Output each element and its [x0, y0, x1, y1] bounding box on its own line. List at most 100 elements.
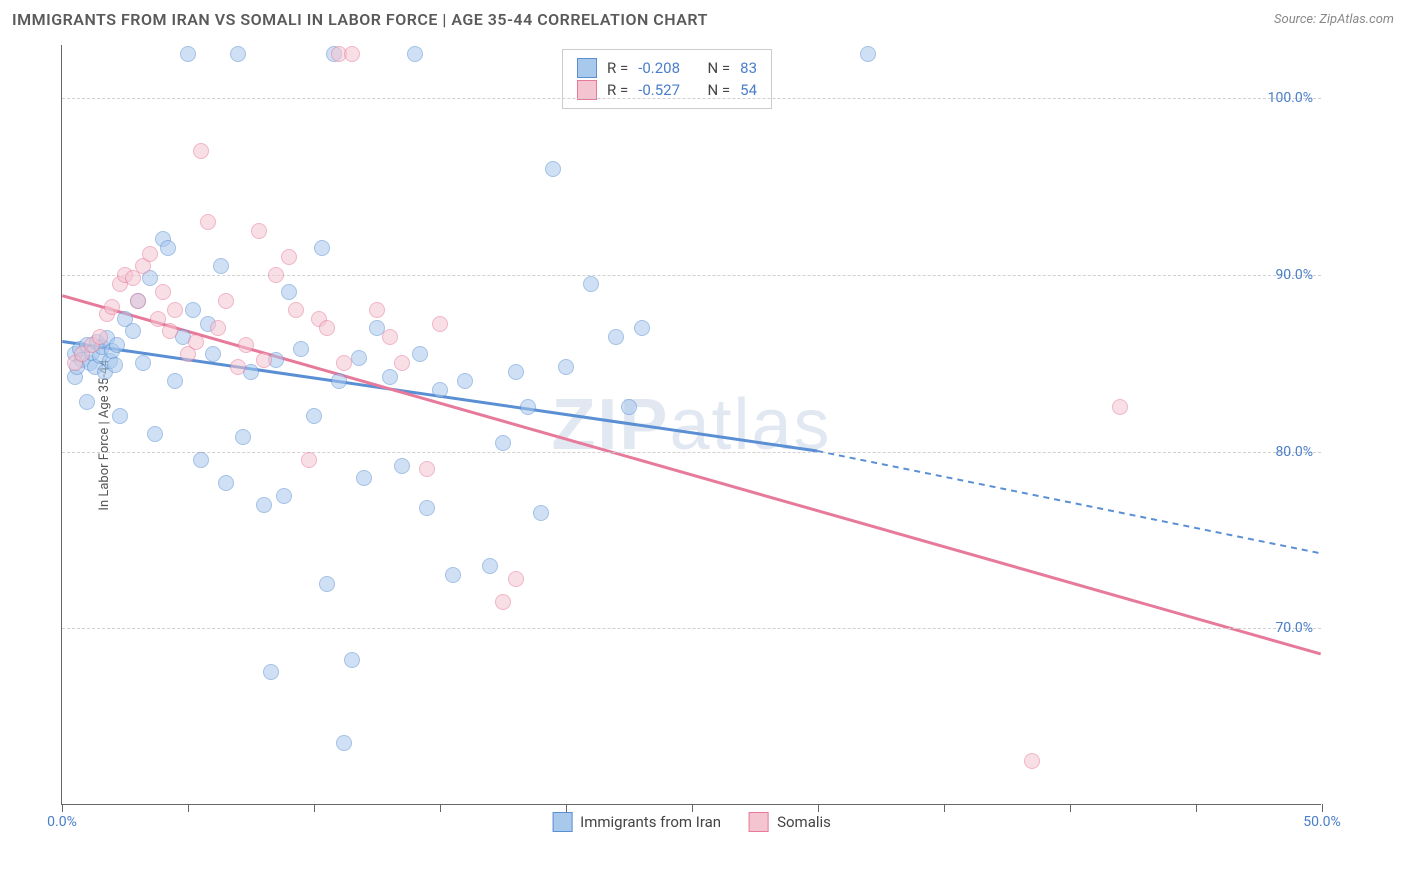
data-point — [336, 735, 352, 751]
n-val-0: 83 — [740, 59, 757, 77]
data-point — [125, 323, 141, 339]
data-point — [412, 346, 428, 362]
data-point — [155, 284, 171, 300]
legend-swatch-somali — [749, 812, 769, 832]
data-point — [457, 373, 473, 389]
data-point — [288, 302, 304, 318]
x-tick — [188, 804, 189, 812]
data-point — [319, 320, 335, 336]
data-point — [583, 276, 599, 292]
data-point — [218, 293, 234, 309]
gridline — [62, 275, 1321, 276]
x-tick — [566, 804, 567, 812]
n-label: N = — [707, 81, 730, 99]
x-tick-label: 50.0% — [1303, 814, 1341, 830]
legend-label-iran: Immigrants from Iran — [580, 813, 721, 831]
data-point — [162, 323, 178, 339]
data-point — [495, 594, 511, 610]
data-point — [344, 46, 360, 62]
swatch-iran — [577, 58, 597, 78]
data-point — [160, 240, 176, 256]
data-point — [104, 299, 120, 315]
data-point — [200, 214, 216, 230]
data-point — [281, 284, 297, 300]
data-point — [419, 500, 435, 516]
data-point — [180, 46, 196, 62]
data-point — [130, 293, 146, 309]
gridline — [62, 452, 1321, 453]
data-point — [109, 337, 125, 353]
data-point — [210, 320, 226, 336]
r-label: R = — [607, 81, 628, 99]
gridline — [62, 98, 1321, 99]
data-point — [394, 458, 410, 474]
data-point — [147, 426, 163, 442]
plot-area: ZIPatlas R = -0.208 N = 83 R = -0.527 N … — [61, 45, 1321, 805]
data-point — [112, 408, 128, 424]
data-point — [445, 567, 461, 583]
legend-label-somali: Somalis — [777, 813, 831, 831]
data-point — [306, 408, 322, 424]
data-point — [508, 364, 524, 380]
data-point — [336, 355, 352, 371]
data-point — [394, 355, 410, 371]
data-point — [369, 302, 385, 318]
stats-row-0: R = -0.208 N = 83 — [577, 58, 757, 78]
trendlines-svg — [62, 45, 1321, 804]
swatch-somali — [577, 80, 597, 100]
data-point — [382, 369, 398, 385]
y-tick-label: 90.0% — [1275, 267, 1313, 283]
data-point — [558, 359, 574, 375]
data-point — [860, 46, 876, 62]
chart-source: Source: ZipAtlas.com — [1274, 12, 1394, 27]
bottom-legend: Immigrants from Iran Somalis — [552, 812, 831, 832]
data-point — [230, 46, 246, 62]
watermark: ZIPatlas — [551, 384, 831, 466]
data-point — [142, 246, 158, 262]
data-point — [238, 337, 254, 353]
x-tick — [1196, 804, 1197, 812]
data-point — [407, 46, 423, 62]
x-tick — [1070, 804, 1071, 812]
x-tick-label: 0.0% — [47, 814, 77, 830]
data-point — [107, 357, 123, 373]
gridline — [62, 628, 1321, 629]
data-point — [495, 435, 511, 451]
data-point — [1024, 753, 1040, 769]
data-point — [432, 316, 448, 332]
x-tick — [692, 804, 693, 812]
stats-row-1: R = -0.527 N = 54 — [577, 80, 757, 100]
data-point — [268, 267, 284, 283]
stats-box: R = -0.208 N = 83 R = -0.527 N = 54 — [562, 49, 772, 109]
data-point — [251, 223, 267, 239]
legend-item-somali: Somalis — [749, 812, 831, 832]
data-point — [520, 399, 536, 415]
chart-title: IMMIGRANTS FROM IRAN VS SOMALI IN LABOR … — [12, 10, 708, 29]
data-point — [314, 240, 330, 256]
data-point — [185, 302, 201, 318]
data-point — [235, 429, 251, 445]
x-tick — [818, 804, 819, 812]
data-point — [79, 394, 95, 410]
data-point — [419, 461, 435, 477]
data-point — [230, 359, 246, 375]
n-val-1: 54 — [740, 81, 757, 99]
chart-container: In Labor Force | Age 35-44 ZIPatlas R = … — [13, 35, 1393, 835]
y-tick-label: 100.0% — [1268, 90, 1313, 106]
chart-header: IMMIGRANTS FROM IRAN VS SOMALI IN LABOR … — [0, 0, 1406, 35]
r-label: R = — [607, 59, 628, 77]
data-point — [213, 258, 229, 274]
data-point — [382, 329, 398, 345]
data-point — [263, 664, 279, 680]
data-point — [92, 329, 108, 345]
y-tick-label: 80.0% — [1275, 444, 1313, 460]
x-tick — [1322, 804, 1323, 812]
data-point — [508, 571, 524, 587]
data-point — [319, 576, 335, 592]
data-point — [218, 475, 234, 491]
legend-item-iran: Immigrants from Iran — [552, 812, 721, 832]
x-tick — [944, 804, 945, 812]
data-point — [167, 302, 183, 318]
data-point — [608, 329, 624, 345]
data-point — [634, 320, 650, 336]
